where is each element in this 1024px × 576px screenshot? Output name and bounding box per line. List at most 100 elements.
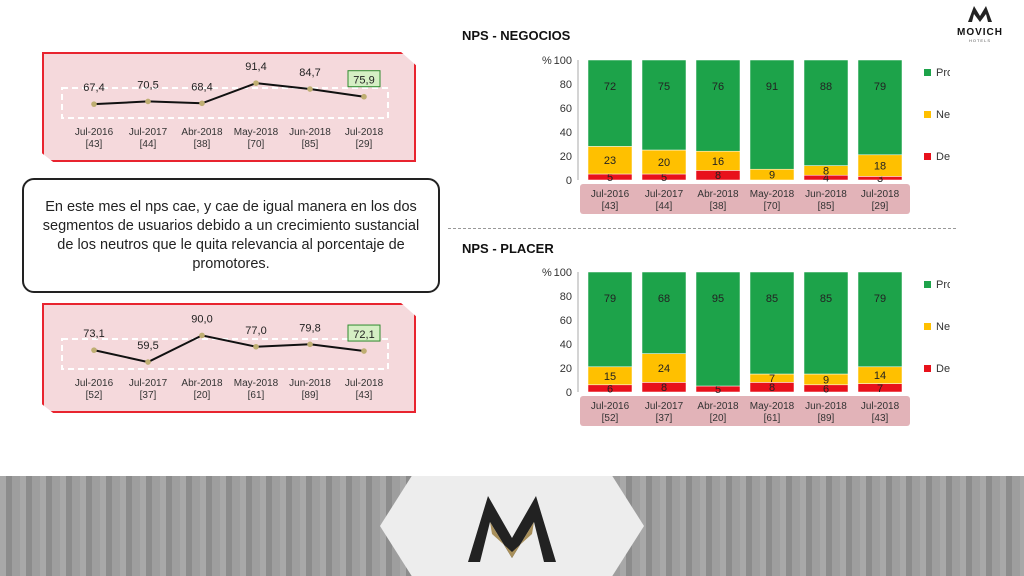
neg-line-count-label: [44] <box>140 139 157 150</box>
neg-bar-tick-label: Jun-2018 <box>805 189 847 200</box>
neg-bar-legend-swatch <box>924 111 931 118</box>
neg-bar-data-label: 16 <box>712 156 724 168</box>
pla-bar-ytick-label: 20 <box>560 363 572 375</box>
neg-line-count-label: [43] <box>86 139 103 150</box>
pla-bar-data-label: 5 <box>715 384 721 396</box>
pla-line-data-label: 73,1 <box>83 328 104 340</box>
neg-line-count-label: [38] <box>194 139 211 150</box>
pla-bar-legend-label: Detractores <box>936 363 950 375</box>
neg-bar-data-label: 88 <box>820 81 832 93</box>
comment-box: En este mes el nps cae, y cae de igual m… <box>22 178 440 293</box>
neg-line-count-label: [29] <box>356 139 373 150</box>
neg-line-count-label: [85] <box>302 139 319 150</box>
brand-name: MOVICH <box>957 27 1003 38</box>
neg-line-series-line <box>93 82 365 106</box>
pla-bar-tick-label: Jul-2017 <box>645 401 684 412</box>
pla-bar-data-label: 85 <box>820 293 832 305</box>
pla-bar-legend-swatch <box>924 365 931 372</box>
pla-bar-tick-label: Jul-2018 <box>861 401 900 412</box>
neg-line-tick-label: Jul-2016 <box>75 127 114 138</box>
neg-bar-tick-label: Jul-2016 <box>591 189 630 200</box>
neg-bar-count-label: [38] <box>710 201 727 212</box>
pla-bar-data-label: 68 <box>658 293 670 305</box>
pla-line-tick-label: Jul-2016 <box>75 378 114 389</box>
neg-line-point <box>253 80 259 86</box>
neg-bar-bar-promotores <box>749 59 795 170</box>
pla-bar-ytick-label: 40 <box>560 339 572 351</box>
title-placer: NPS - PLACER <box>462 241 554 256</box>
neg-bar-tick-label: Jul-2018 <box>861 189 900 200</box>
pla-bar-data-label: 8 <box>769 382 775 394</box>
pla-line-data-label: 59,5 <box>137 340 158 352</box>
pla-bar-bar-promotores <box>587 271 633 368</box>
pla-line-series-line <box>93 334 365 364</box>
brand-mark-icon <box>968 6 992 22</box>
pla-line-count-label: [43] <box>356 390 373 401</box>
nps-negocios-trend-panel: 67,4 Jul-2016 [43] 70,5 Jul-2017 [44] 68,4 Abr-… <box>42 52 416 162</box>
neg-bar-bar-promotores <box>587 59 633 147</box>
neg-line-data-label: 67,4 <box>83 82 104 94</box>
nps-placer-trend-panel: 73,1 Jul-2016 [52] 59,5 Jul-2017 [37] 90,0 Abr-… <box>42 303 416 413</box>
pla-line-point <box>199 332 205 339</box>
neg-bar-data-label: 8 <box>715 170 721 182</box>
neg-line-data-label: 91,4 <box>245 61 266 73</box>
neg-line-data-label: 75,9 <box>353 75 374 87</box>
pla-bar-bar-promotores <box>803 271 849 375</box>
pla-bar-count-label: [52] <box>602 413 619 424</box>
neg-bar-data-label: 8 <box>823 165 829 177</box>
neg-line-point <box>361 93 367 100</box>
neg-bar-legend-swatch <box>924 69 931 76</box>
neg-bar-data-label: 20 <box>658 157 670 169</box>
neg-bar-data-label: 72 <box>604 81 616 93</box>
pla-bar-legend-swatch <box>924 281 931 288</box>
nps-negocios-bar-chart: 0 20 40 60 80 100% 5 23 72 Jul-2016[43] 5 20 75 Jul-2… <box>542 55 950 214</box>
neg-bar-category-band <box>580 184 910 214</box>
neg-line-data-label: 84,7 <box>299 67 320 79</box>
pla-bar-tick-label: May-2018 <box>750 401 795 412</box>
pla-line-point <box>361 348 367 354</box>
nps-negocios-line-chart: 67,4 Jul-2016[43] 70,5 Jul-2017[44] 68,4 Abr-… <box>61 61 389 150</box>
neg-line-data-label: 68,4 <box>191 81 212 93</box>
neg-bar-data-label: 18 <box>874 161 886 173</box>
neg-line-tick-label: Jul-2018 <box>345 127 384 138</box>
pla-bar-data-label: 79 <box>874 293 886 305</box>
pla-bar-data-label: 15 <box>604 371 616 383</box>
neg-line-point <box>91 101 97 107</box>
neg-bar-data-label: 76 <box>712 81 724 93</box>
pla-bar-data-label: 6 <box>823 383 829 395</box>
pla-line-tick-label: May-2018 <box>234 378 279 389</box>
neg-bar-bar-neutros <box>641 149 687 175</box>
pla-bar-data-label: 85 <box>766 293 778 305</box>
nps-placer-bar-chart: 020406080100%61579Jul-2016[52]82468Jul-2… <box>542 267 950 426</box>
neg-line-tick-label: Jul-2017 <box>129 127 168 138</box>
pla-bar-tick-label: Jul-2016 <box>591 401 630 412</box>
pla-line-data-label: 90,0 <box>191 313 212 325</box>
pla-line-tick-label: Jun-2018 <box>289 378 331 389</box>
neg-line-band <box>61 87 389 119</box>
neg-line-tick-label: Jun-2018 <box>289 127 331 138</box>
neg-bar-data-label: 75 <box>658 81 670 93</box>
pla-line-band <box>61 338 389 370</box>
pla-bar-count-label: [61] <box>764 413 781 424</box>
neg-bar-bar-promotores <box>641 59 687 151</box>
neg-bar-ytick-label: 100 <box>554 55 572 67</box>
pla-bar-category-band <box>580 396 910 426</box>
pla-bar-bar-neutros <box>641 353 687 383</box>
pla-bar-tick-label: Jun-2018 <box>805 401 847 412</box>
neg-bar-count-label: [44] <box>656 201 673 212</box>
neg-bar-legend-label: Promotores <box>936 67 950 79</box>
pla-bar-data-label: 7 <box>877 383 883 395</box>
neg-bar-tick-label: Jul-2017 <box>645 189 684 200</box>
pla-line-tick-label: Jul-2018 <box>345 378 384 389</box>
neg-bar-legend-label: Neutros <box>936 109 950 121</box>
pla-bar-data-label: 95 <box>712 293 724 305</box>
pla-bar-data-label: 9 <box>823 374 829 386</box>
neg-line-tick-label: Abr-2018 <box>181 127 223 138</box>
neg-bar-data-label: 23 <box>604 155 616 167</box>
section-divider <box>448 228 956 229</box>
title-negocios: NPS - NEGOCIOS <box>462 28 571 43</box>
neg-bar-data-label: 5 <box>607 172 613 184</box>
pla-bar-tick-label: Abr-2018 <box>697 401 739 412</box>
pla-line-point <box>307 341 313 348</box>
pla-bar-legend-label: Neutros <box>936 321 950 333</box>
